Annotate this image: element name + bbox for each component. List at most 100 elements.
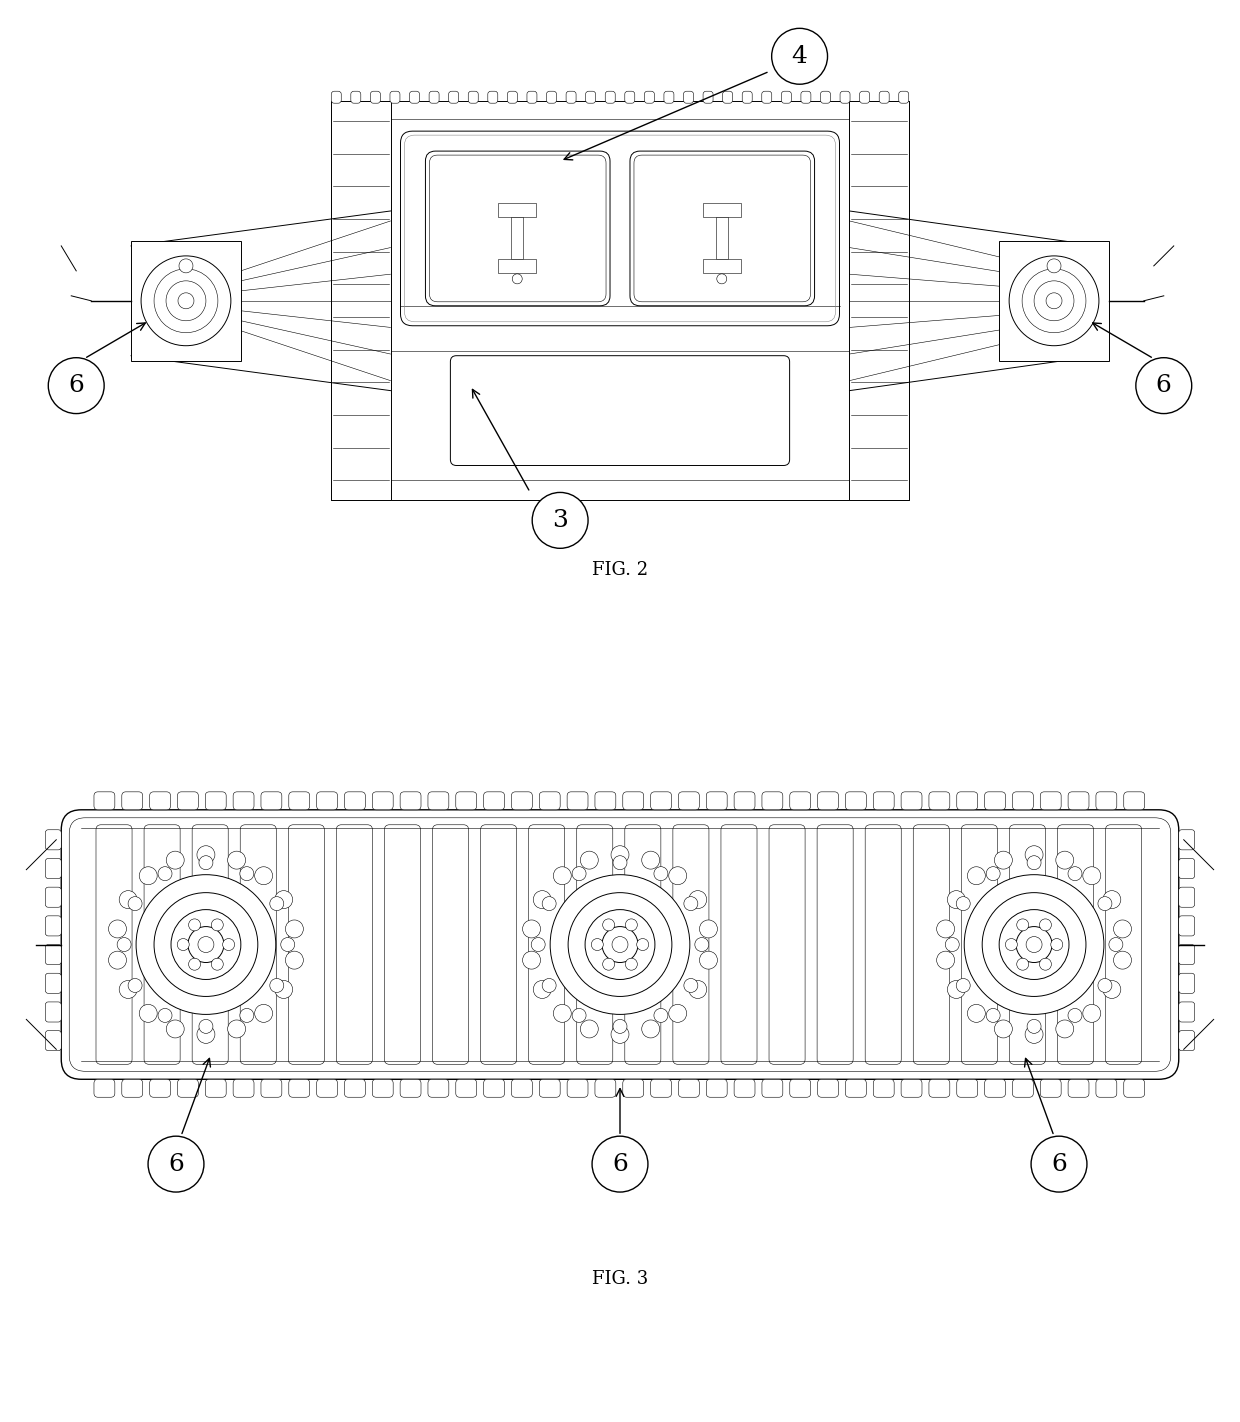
Circle shape [117,937,131,951]
Circle shape [275,981,293,998]
Circle shape [568,893,672,997]
Circle shape [531,937,546,951]
FancyBboxPatch shape [1012,1079,1033,1098]
Text: 6: 6 [1156,374,1172,397]
Circle shape [771,28,827,84]
Circle shape [653,866,668,880]
FancyBboxPatch shape [1040,792,1061,809]
FancyBboxPatch shape [316,792,337,809]
Circle shape [956,897,970,910]
FancyBboxPatch shape [539,792,560,809]
FancyBboxPatch shape [288,825,325,1064]
FancyBboxPatch shape [625,91,635,104]
FancyBboxPatch shape [527,91,537,104]
Circle shape [572,866,587,880]
FancyBboxPatch shape [1058,825,1094,1064]
FancyBboxPatch shape [336,825,372,1064]
FancyBboxPatch shape [683,91,693,104]
FancyBboxPatch shape [1179,944,1194,964]
Bar [498,203,536,218]
FancyBboxPatch shape [456,1079,476,1098]
FancyBboxPatch shape [401,1079,422,1098]
FancyBboxPatch shape [401,792,422,809]
Circle shape [585,910,655,980]
Circle shape [275,890,293,909]
FancyBboxPatch shape [901,792,923,809]
Circle shape [228,852,246,869]
Circle shape [188,919,201,931]
Circle shape [177,939,190,950]
FancyBboxPatch shape [790,792,811,809]
Text: 3: 3 [552,509,568,532]
Circle shape [1050,939,1063,950]
Circle shape [982,893,1086,997]
Circle shape [1068,866,1083,880]
FancyBboxPatch shape [985,1079,1006,1098]
Circle shape [532,492,588,549]
FancyBboxPatch shape [144,825,180,1064]
Circle shape [239,866,254,880]
Circle shape [522,920,541,939]
Circle shape [1022,269,1086,333]
Circle shape [591,939,604,950]
Circle shape [611,846,629,863]
FancyBboxPatch shape [484,1079,505,1098]
Circle shape [109,920,126,939]
FancyBboxPatch shape [401,131,839,326]
Bar [131,240,241,361]
Circle shape [148,1136,203,1192]
Circle shape [1016,927,1052,963]
FancyBboxPatch shape [651,792,672,809]
Circle shape [1017,958,1029,970]
FancyBboxPatch shape [289,1079,310,1098]
FancyBboxPatch shape [345,792,366,809]
Circle shape [512,274,522,284]
FancyBboxPatch shape [1123,1079,1145,1098]
Circle shape [580,852,598,869]
FancyBboxPatch shape [734,1079,755,1098]
Circle shape [154,893,258,997]
FancyBboxPatch shape [372,1079,393,1098]
Circle shape [613,937,627,953]
FancyBboxPatch shape [150,792,171,809]
FancyBboxPatch shape [428,792,449,809]
FancyBboxPatch shape [1068,1079,1089,1098]
Circle shape [141,256,231,346]
Circle shape [1097,978,1112,993]
FancyBboxPatch shape [260,792,281,809]
Circle shape [947,981,965,998]
FancyBboxPatch shape [1123,792,1145,809]
Circle shape [533,890,552,909]
Circle shape [533,981,552,998]
Circle shape [285,920,304,939]
FancyBboxPatch shape [734,792,755,809]
Circle shape [967,1004,986,1022]
FancyBboxPatch shape [1009,825,1045,1064]
Circle shape [1068,1008,1083,1022]
Circle shape [688,981,707,998]
Circle shape [967,867,986,884]
Circle shape [542,897,556,910]
FancyBboxPatch shape [206,792,226,809]
Bar [331,101,909,501]
FancyBboxPatch shape [46,830,61,850]
FancyBboxPatch shape [761,792,782,809]
Circle shape [198,1020,213,1034]
Circle shape [1114,951,1131,970]
FancyBboxPatch shape [122,1079,143,1098]
FancyBboxPatch shape [873,1079,894,1098]
FancyBboxPatch shape [879,91,889,104]
Text: FIG. 3: FIG. 3 [591,1270,649,1288]
Circle shape [956,978,970,993]
Circle shape [270,978,284,993]
FancyBboxPatch shape [409,91,419,104]
FancyBboxPatch shape [233,1079,254,1098]
FancyBboxPatch shape [94,792,115,809]
Circle shape [986,866,1001,880]
FancyBboxPatch shape [389,91,401,104]
FancyBboxPatch shape [46,916,61,936]
Bar [331,101,391,501]
FancyBboxPatch shape [790,1079,811,1098]
Circle shape [1047,293,1061,309]
FancyBboxPatch shape [567,91,577,104]
